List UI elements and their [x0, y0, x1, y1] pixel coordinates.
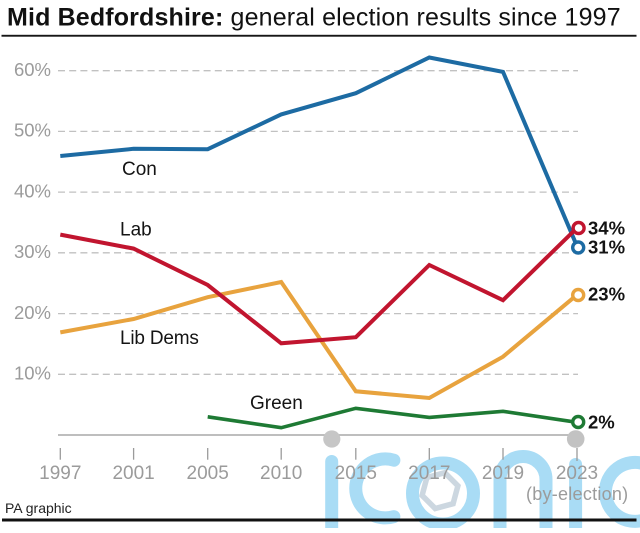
svg-text:40%: 40%: [14, 180, 51, 201]
svg-text:Con: Con: [122, 159, 157, 180]
svg-text:2023: 2023: [556, 463, 598, 484]
svg-text:2001: 2001: [112, 463, 154, 484]
svg-text:Lib Dems: Lib Dems: [120, 328, 199, 349]
svg-text:23%: 23%: [588, 284, 625, 305]
svg-text:2010: 2010: [260, 463, 302, 484]
svg-text:Mid Bedfordshire: general elec: Mid Bedfordshire: general election resul…: [7, 4, 621, 32]
svg-text:PA graphic: PA graphic: [5, 500, 72, 516]
svg-text:31%: 31%: [588, 237, 625, 258]
svg-text:20%: 20%: [14, 302, 51, 323]
svg-text:50%: 50%: [14, 120, 51, 141]
svg-text:1997: 1997: [39, 463, 81, 484]
svg-text:(by-election): (by-election): [526, 484, 628, 504]
svg-text:10%: 10%: [14, 363, 51, 384]
svg-text:2017: 2017: [408, 463, 450, 484]
svg-text:2%: 2%: [588, 412, 615, 433]
svg-text:2015: 2015: [335, 463, 377, 484]
svg-text:Lab: Lab: [120, 220, 152, 241]
svg-text:60%: 60%: [14, 59, 51, 80]
svg-text:34%: 34%: [588, 218, 625, 239]
svg-text:2019: 2019: [482, 463, 524, 484]
svg-text:30%: 30%: [14, 241, 51, 262]
svg-text:2005: 2005: [187, 463, 229, 484]
svg-text:Green: Green: [250, 393, 303, 414]
